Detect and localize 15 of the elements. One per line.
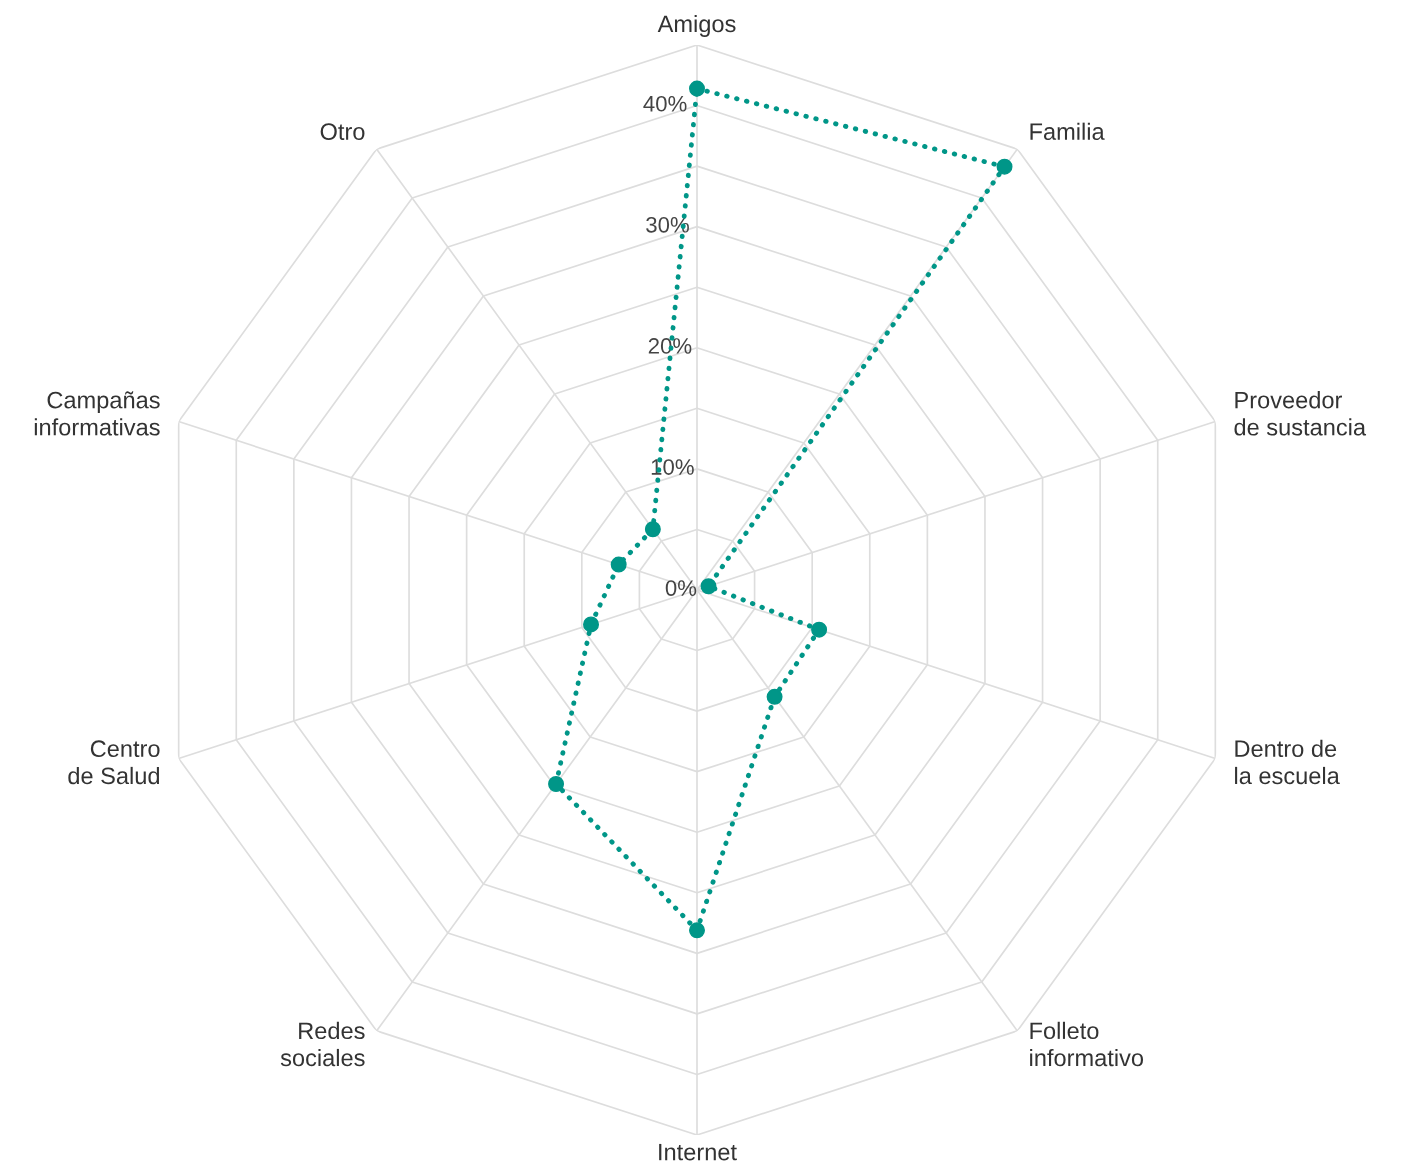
spoke-label: Amigos — [657, 14, 736, 37]
spoke-label: Familia — [1030, 122, 1105, 140]
y-tick-label: 0% — [665, 580, 697, 596]
y-tick-label: 30% — [646, 216, 689, 233]
spoke-label: Centro de Salud — [68, 740, 160, 785]
y-tick-label: 40% — [643, 95, 687, 112]
spoke-label: Campañas informativas — [34, 391, 160, 436]
spoke-label: Internet — [659, 1143, 737, 1161]
y-tick-label: 20% — [648, 338, 692, 354]
y-tick-label: 10% — [651, 459, 694, 475]
spoke-label: Folleto informativo — [1030, 1021, 1144, 1067]
spoke-label: Redes sociales — [280, 1021, 365, 1067]
spoke-label: Otro — [320, 123, 365, 140]
spoke-label: Proveedor de sustancia — [1234, 391, 1367, 436]
spoke-label: Dentro de la escuela — [1235, 739, 1340, 785]
